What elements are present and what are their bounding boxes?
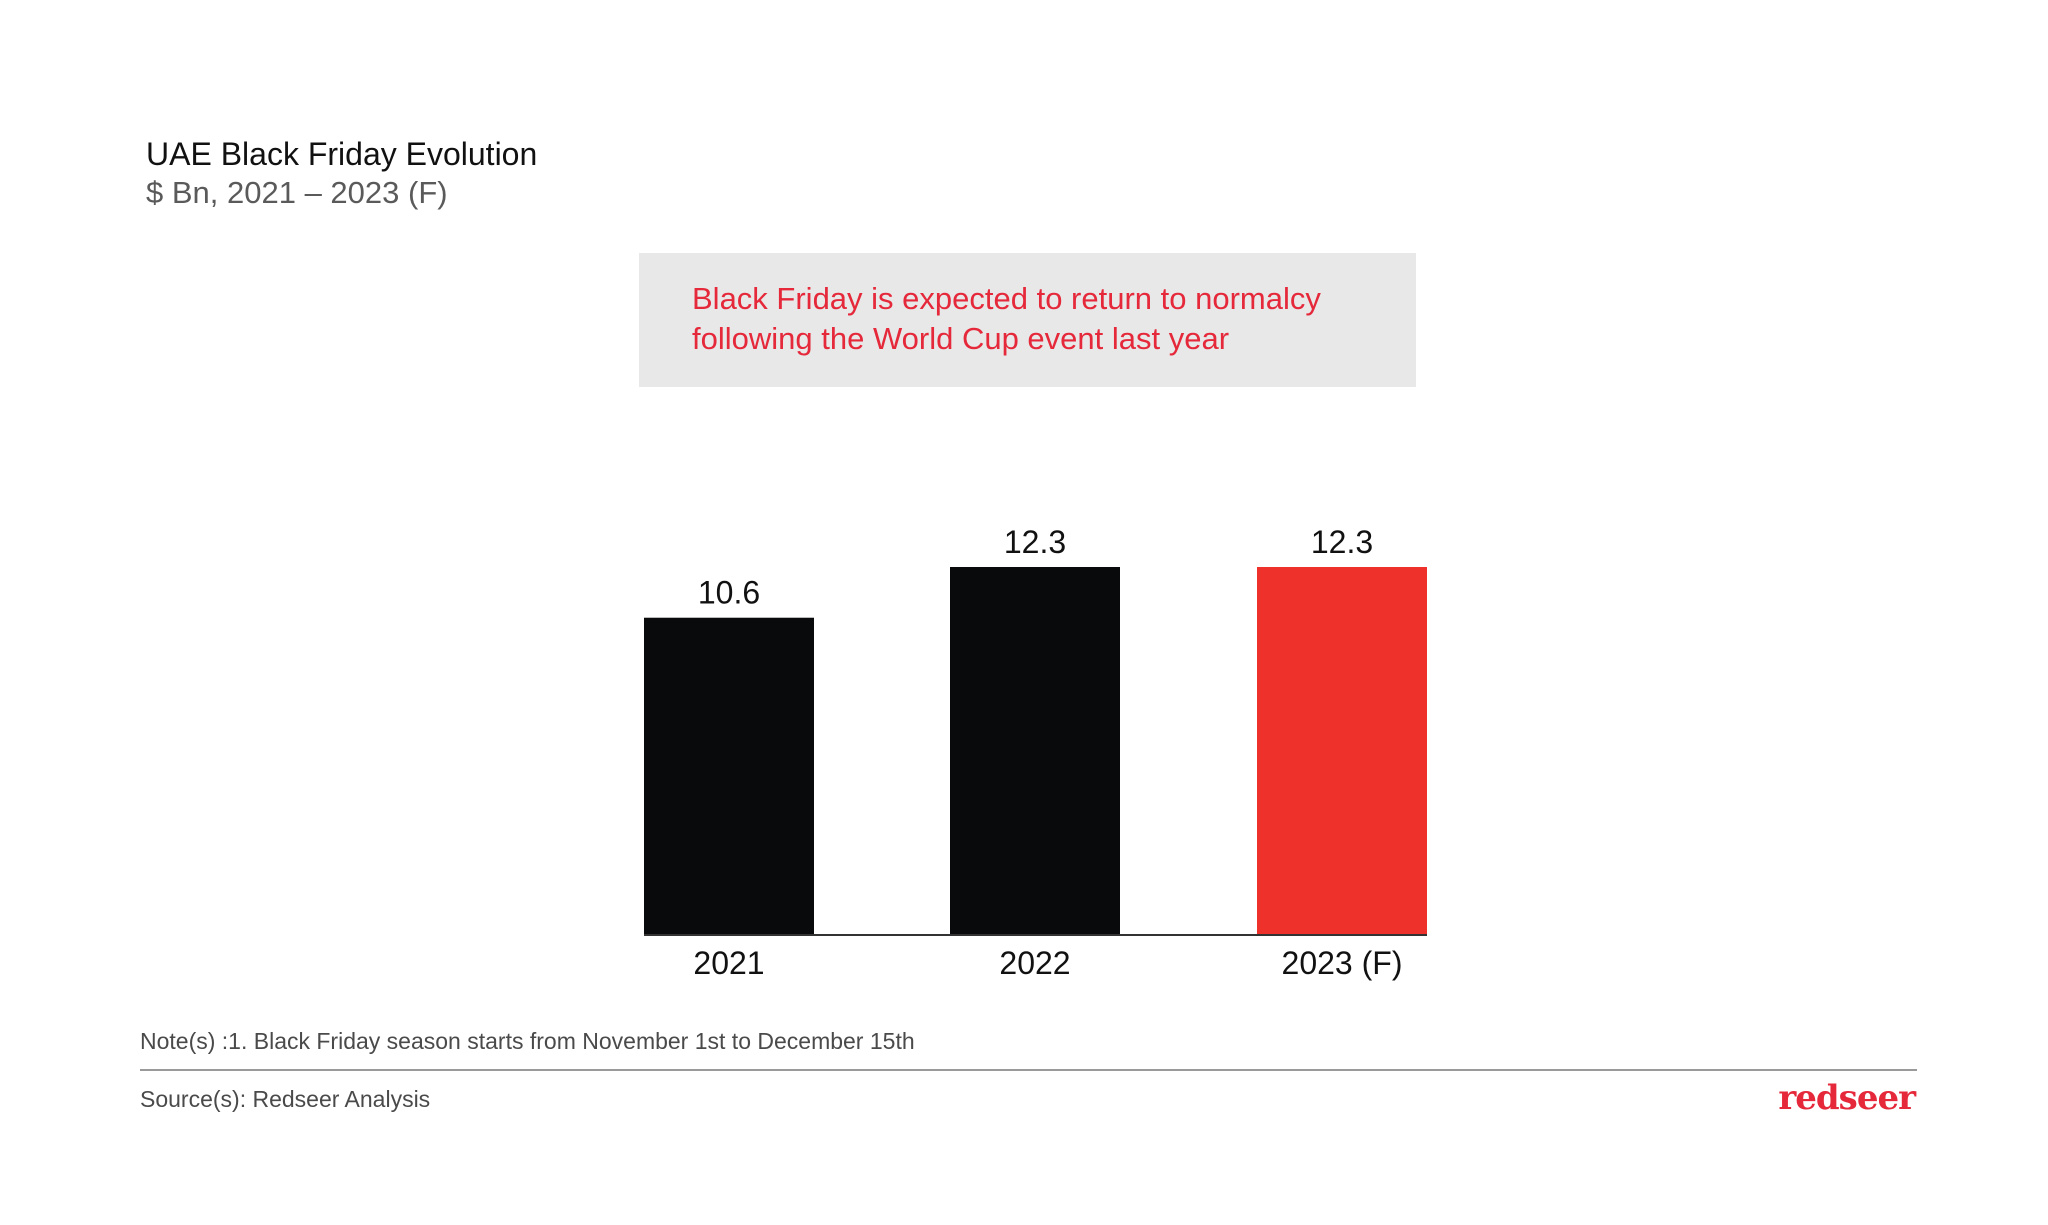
bar-2021 (644, 617, 814, 934)
bar-2023-f (1257, 567, 1427, 934)
x-tick-label: 2023 (F) (1282, 945, 1403, 981)
x-tick-label: 2021 (693, 945, 764, 981)
redseer-logo: redseer (1778, 1078, 1916, 1118)
x-tick-label: 2022 (999, 945, 1070, 981)
data-label: 12.3 (1004, 524, 1066, 560)
callout-line-1: Black Friday is expected to return to no… (692, 281, 1321, 316)
callout-box: Black Friday is expected to return to no… (639, 253, 1416, 387)
chart-subtitle: $ Bn, 2021 – 2023 (F) (146, 175, 448, 210)
bar-2022 (950, 567, 1120, 934)
callout-line-2: following the World Cup event last year (692, 321, 1230, 356)
footer-divider (140, 1069, 1917, 1071)
data-label: 12.3 (1311, 524, 1373, 560)
footnote: Note(s) :1. Black Friday season starts f… (140, 1028, 915, 1054)
chart-title: UAE Black Friday Evolution (146, 136, 538, 172)
data-label: 10.6 (698, 575, 760, 611)
source-text: Source(s): Redseer Analysis (140, 1086, 431, 1112)
